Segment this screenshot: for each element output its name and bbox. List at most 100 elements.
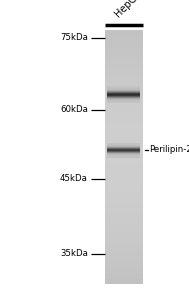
Bar xyxy=(105,186,143,187)
Bar xyxy=(105,231,143,232)
Bar xyxy=(105,150,143,151)
Bar xyxy=(105,166,143,167)
Bar xyxy=(105,202,143,203)
Bar xyxy=(105,230,143,231)
Bar xyxy=(105,32,143,33)
Bar xyxy=(105,174,143,175)
Bar xyxy=(105,173,143,174)
Bar xyxy=(105,262,143,263)
Bar xyxy=(105,112,143,113)
Bar xyxy=(105,159,143,160)
Bar xyxy=(105,108,143,109)
Bar xyxy=(105,226,143,227)
Bar xyxy=(105,253,143,254)
Bar xyxy=(105,66,143,67)
Bar xyxy=(105,139,143,140)
Bar xyxy=(105,160,143,161)
Bar xyxy=(105,96,143,97)
Bar xyxy=(105,136,143,137)
Bar xyxy=(105,99,143,100)
Bar xyxy=(105,170,143,171)
Bar xyxy=(105,89,143,90)
Bar xyxy=(105,154,143,155)
Bar xyxy=(105,261,143,262)
Text: 35kDa: 35kDa xyxy=(60,249,88,258)
Bar xyxy=(105,82,143,83)
Bar xyxy=(105,59,143,60)
Bar xyxy=(105,106,143,107)
Bar xyxy=(105,179,143,180)
Bar xyxy=(105,188,143,189)
Bar xyxy=(105,44,143,45)
Bar xyxy=(105,58,143,59)
Bar xyxy=(105,141,143,142)
Bar xyxy=(105,60,143,61)
Bar xyxy=(105,95,143,96)
Bar xyxy=(105,39,143,40)
Bar xyxy=(105,40,143,41)
Bar xyxy=(105,103,143,104)
Bar xyxy=(105,55,143,56)
Bar xyxy=(105,236,143,237)
Bar xyxy=(105,61,143,62)
Bar xyxy=(105,185,143,186)
Bar xyxy=(105,102,143,103)
Bar xyxy=(105,107,143,108)
Bar xyxy=(105,117,143,118)
Bar xyxy=(105,115,143,116)
Bar xyxy=(105,116,143,117)
Bar xyxy=(105,80,143,81)
Bar xyxy=(105,213,143,214)
Bar xyxy=(105,240,143,241)
Bar xyxy=(105,225,143,226)
Bar xyxy=(105,75,143,76)
Bar xyxy=(105,67,143,68)
Bar xyxy=(105,151,143,152)
Bar xyxy=(105,122,143,123)
Bar xyxy=(105,238,143,239)
Bar xyxy=(105,198,143,199)
Bar xyxy=(105,274,143,275)
Bar xyxy=(105,245,143,246)
Bar xyxy=(105,90,143,91)
Bar xyxy=(105,219,143,220)
Bar xyxy=(105,74,143,75)
Bar xyxy=(105,65,143,66)
Bar xyxy=(105,163,143,164)
Bar xyxy=(105,72,143,73)
Bar xyxy=(105,244,143,245)
Bar xyxy=(105,87,143,88)
Bar xyxy=(105,276,143,277)
Bar xyxy=(105,129,143,130)
Bar xyxy=(105,268,143,269)
Bar xyxy=(105,78,143,79)
Bar xyxy=(105,30,143,31)
Bar xyxy=(105,243,143,244)
Bar xyxy=(105,105,143,106)
Bar xyxy=(105,203,143,204)
Bar xyxy=(105,31,143,32)
Bar xyxy=(105,149,143,150)
Bar xyxy=(105,190,143,191)
Bar xyxy=(105,145,143,146)
Bar xyxy=(105,218,143,219)
Bar xyxy=(105,76,143,77)
Bar xyxy=(105,143,143,144)
Bar xyxy=(105,156,143,157)
Bar xyxy=(105,260,143,261)
Bar xyxy=(105,158,143,159)
Bar xyxy=(105,181,143,182)
Bar xyxy=(105,187,143,188)
Text: Perilipin-2: Perilipin-2 xyxy=(149,146,189,154)
Bar xyxy=(105,193,143,194)
Bar xyxy=(105,214,143,215)
Bar xyxy=(105,248,143,249)
Bar xyxy=(105,68,143,69)
Bar xyxy=(105,63,143,64)
Bar xyxy=(105,255,143,256)
Bar xyxy=(105,142,143,143)
Bar xyxy=(105,201,143,202)
Bar xyxy=(105,110,143,111)
Bar xyxy=(105,175,143,176)
Bar xyxy=(105,273,143,274)
